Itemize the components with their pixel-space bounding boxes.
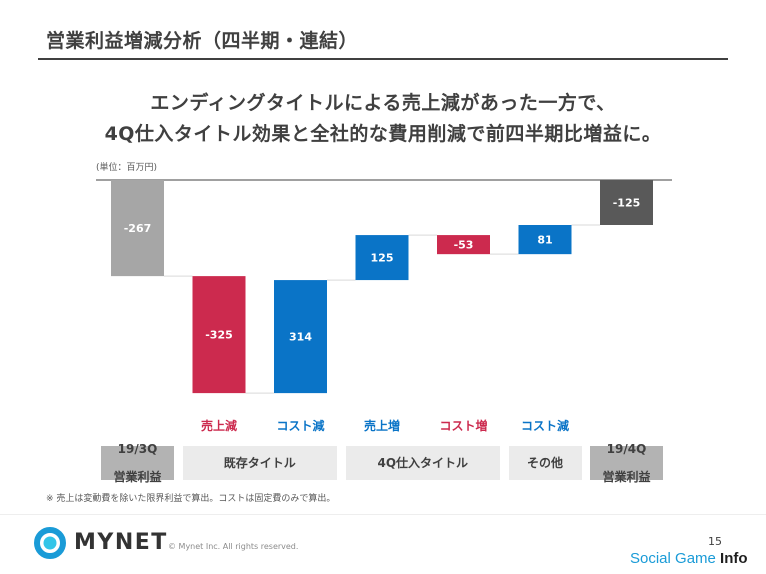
footer-divider: [0, 514, 766, 515]
category-group-box: 既存タイトル: [182, 446, 337, 480]
data-label: -53: [454, 239, 474, 252]
category-label: 売上減: [201, 418, 237, 433]
waterfall-bar: [192, 276, 246, 394]
waterfall-bar: [111, 180, 164, 277]
data-label: 81: [537, 234, 552, 247]
data-label: -325: [205, 329, 233, 342]
waterfall-bar: [355, 235, 409, 281]
mynet-logo-icon: [34, 527, 66, 559]
category-group-box: 19/4Q 営業利益: [590, 442, 663, 484]
social-game-info-watermark: Social Game Info: [630, 550, 748, 567]
slide-title: 営業利益増減分析（四半期・連結）: [46, 30, 359, 52]
category-group-box: 4Q仕入タイトル: [345, 446, 500, 480]
waterfall-bar: [437, 235, 490, 255]
title-divider: [38, 58, 728, 60]
category-group-label: 4Q仕入タイトル: [377, 456, 469, 470]
category-group-label: 19/3Q: [117, 442, 158, 456]
waterfall-bar: [600, 180, 653, 225]
category-group-box: その他: [508, 446, 582, 480]
copyright: © Mynet Inc. All rights reserved.: [168, 542, 299, 551]
headline-line-2: 4Q仕入タイトル効果と全社的な費用削減で前四半期比増益に。: [104, 123, 662, 145]
category-group-label: 既存タイトル: [223, 456, 296, 470]
waterfall-bar: [274, 280, 327, 394]
data-label: -125: [613, 197, 641, 210]
category-group-label: 営業利益: [602, 470, 651, 484]
category-group-box: 19/3Q 営業利益: [101, 442, 174, 484]
logo-text: MYNET: [74, 530, 168, 555]
category-label: 売上増: [364, 418, 400, 433]
category-label: コスト減: [276, 418, 324, 433]
unit-label: (単位：百万円): [96, 161, 157, 173]
waterfall-chart: (単位：百万円) -267 -325 売上減 314 コスト減 125 売上増 -53 コスト増 8…: [96, 161, 672, 433]
headline-line-1: エンディングタイトルによる売上減があった一方で、: [150, 92, 616, 114]
waterfall-bar: [518, 225, 572, 255]
data-label: -267: [124, 222, 152, 235]
category-label: コスト増: [439, 418, 487, 433]
category-group-label: 19/4Q: [606, 442, 647, 456]
data-label: 314: [289, 331, 312, 344]
category-label: コスト減: [521, 418, 569, 433]
category-group-label: 営業利益: [113, 470, 162, 484]
footnote: ※ 売上は変動費を除いた限界利益で算出。コストは固定費のみで算出。: [46, 494, 336, 504]
watermark-text-bold: Info: [720, 550, 748, 567]
data-label: 125: [371, 252, 394, 265]
category-group-label: その他: [526, 456, 563, 470]
watermark-text: Social Game: [630, 550, 721, 567]
page-number: 15: [708, 535, 722, 548]
footer: [0, 514, 766, 574]
